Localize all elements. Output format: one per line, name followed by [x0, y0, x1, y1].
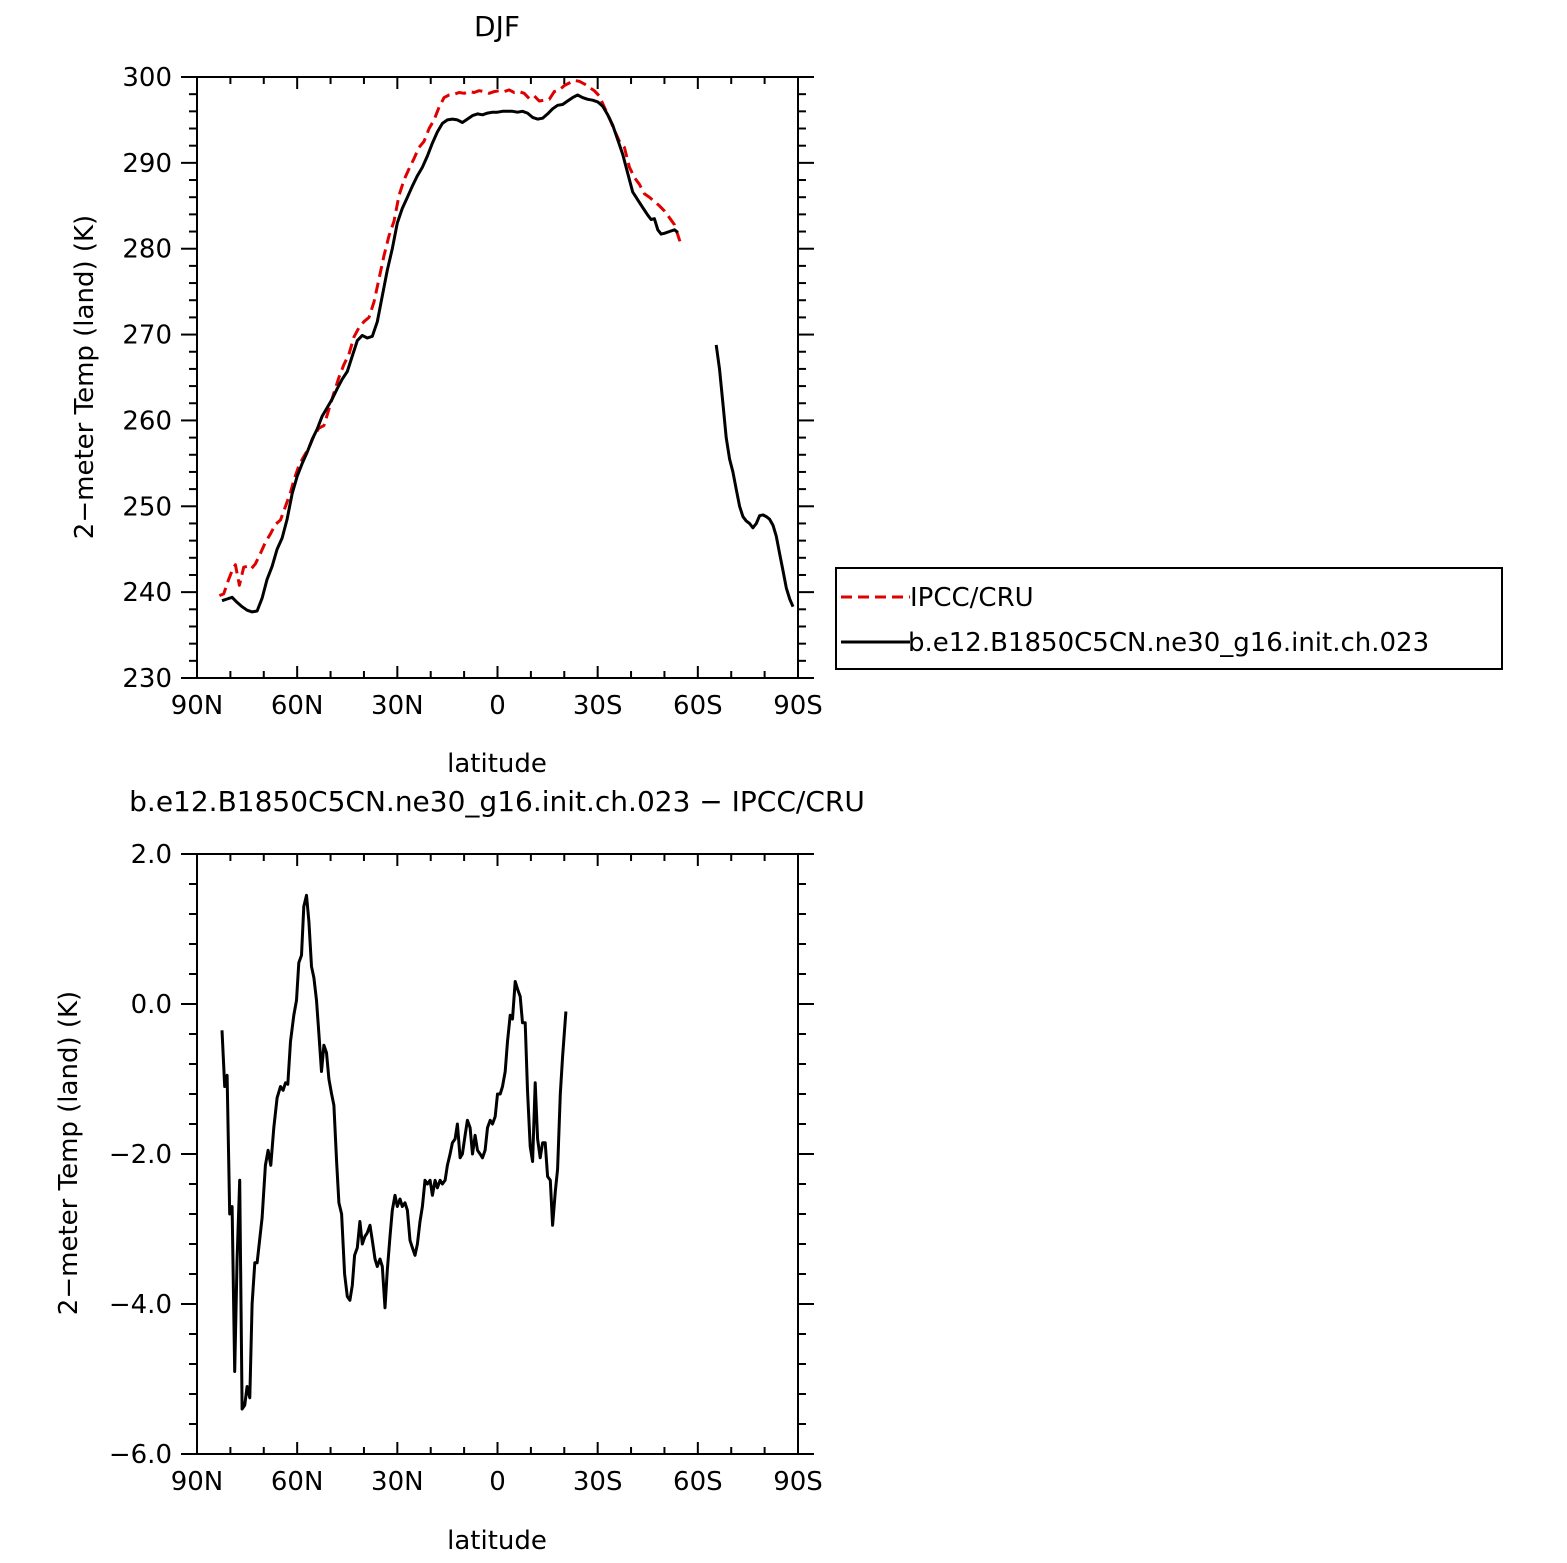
top-chart-x-tick-label: 90N	[171, 691, 224, 721]
legend-label-ipcc-cru: IPCC/CRU	[910, 583, 1034, 613]
top-chart-frame	[196, 76, 799, 679]
bottom-chart-ylabel: 2−meter Temp (land) (K)	[54, 991, 84, 1315]
top-chart-plot-area: 90N 60N 30N 0 30S 60S 90S 230 240 250 260 270 280 290…	[122, 63, 822, 721]
top-chart-y-tick-label: 290	[122, 149, 172, 179]
top-chart-series-b-e12-b1850c5cn-ne30-g16-init-ch-023-line	[714, 344, 795, 608]
top-chart-series-ipcc-cru-line	[218, 78, 684, 597]
top-chart-x-tick-label: 60N	[271, 691, 324, 721]
bottom-chart-plot-area: 90N 60N 30N 0 30S 60S 90S −6.0 −4.0 −2.0 0.0 2.0	[109, 840, 823, 1497]
top-chart-ylabel: 2−meter Temp (land) (K)	[70, 215, 100, 539]
bottom-chart-x-tick-label: 30N	[371, 1467, 424, 1497]
bottom-chart-x-tick-label: 0	[489, 1467, 506, 1497]
bottom-chart-y-tick-label: −2.0	[109, 1140, 172, 1170]
top-chart-x-tick-label: 30N	[371, 691, 424, 721]
bottom-chart-x-tick-label: 90N	[171, 1467, 224, 1497]
legend-box	[835, 567, 1503, 670]
top-chart-x-tick-label: 90S	[773, 691, 823, 721]
bottom-chart-title: b.e12.B1850C5CN.ne30_g16.init.ch.023 − I…	[129, 785, 865, 818]
top-chart-x-tick-label: 30S	[573, 691, 623, 721]
bottom-chart-frame	[196, 853, 799, 1455]
top-chart-series-b-e12-b1850c5cn-ne30-g16-init-ch-023-line	[221, 93, 679, 614]
top-chart-xlabel: latitude	[447, 749, 547, 779]
top-chart-x-tick-label: 60S	[673, 691, 723, 721]
bottom-chart-x-tick-label: 60N	[271, 1467, 324, 1497]
bottom-chart-xlabel: latitude	[447, 1526, 547, 1556]
bottom-chart-x-tick-label: 60S	[673, 1467, 723, 1497]
bottom-chart-y-tick-label: 0.0	[131, 990, 172, 1020]
legend-label-model: b.e12.B1850C5CN.ne30_g16.init.ch.023	[908, 628, 1429, 658]
legend: IPCC/CRU b.e12.B1850C5CN.ne30_g16.init.c…	[835, 567, 1503, 670]
bottom-chart-y-tick-label: −4.0	[109, 1290, 172, 1320]
top-chart-y-tick-label: 230	[122, 664, 172, 694]
bottom-chart-panel: b.e12.B1850C5CN.ne30_g16.init.ch.023 − I…	[54, 785, 865, 1556]
bottom-chart-x-tick-label: 30S	[573, 1467, 623, 1497]
top-chart-y-tick-label: 300	[122, 63, 172, 93]
top-chart-y-tick-label: 260	[122, 406, 172, 436]
top-chart-y-tick-label: 240	[122, 578, 172, 608]
bottom-chart-y-tick-label: 2.0	[131, 840, 172, 870]
top-chart-y-tick-label: 250	[122, 492, 172, 522]
top-chart-x-tick-label: 0	[489, 691, 506, 721]
top-chart-y-tick-label: 270	[122, 321, 172, 351]
bottom-chart-y-tick-label: −6.0	[109, 1440, 172, 1470]
bottom-chart-series-difference-line	[220, 893, 568, 1411]
bottom-chart-x-tick-label: 90S	[773, 1467, 823, 1497]
top-chart-title: DJF	[474, 10, 520, 43]
top-chart-y-tick-label: 280	[122, 235, 172, 265]
top-chart-panel: DJF latitude 2−meter Temp (land) (K) 90N…	[70, 10, 823, 779]
